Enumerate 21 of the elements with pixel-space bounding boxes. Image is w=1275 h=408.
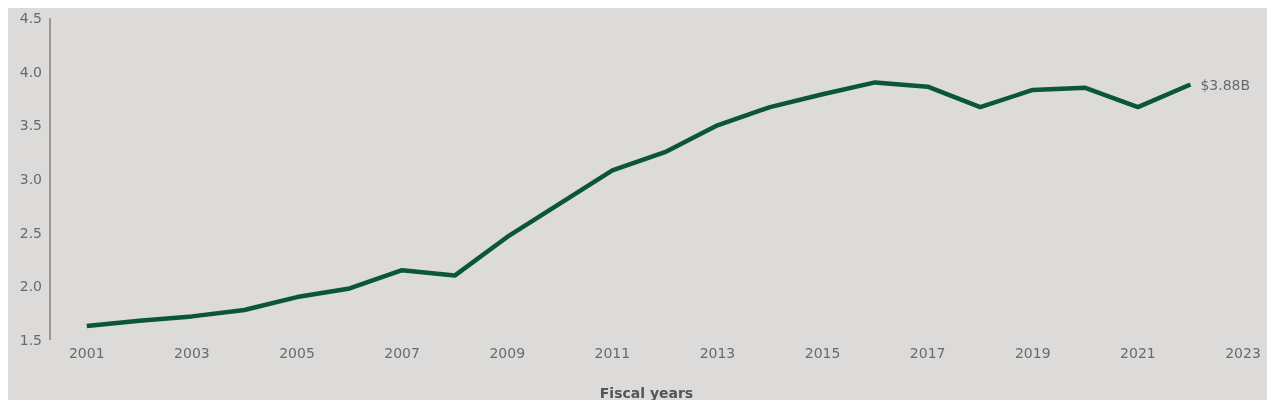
x-tick-label: 2011 <box>594 344 631 361</box>
x-tick-label: 2017 <box>909 344 946 361</box>
x-tick-label: 2001 <box>68 344 105 361</box>
x-tick-label: 2003 <box>174 344 210 361</box>
y-tick-label: 4.5 <box>19 9 42 26</box>
x-tick-label: 2013 <box>699 344 736 361</box>
y-tick-label: 2.0 <box>19 278 42 295</box>
y-tick-label: 3.0 <box>19 170 42 187</box>
y-tick-label: 2.5 <box>19 224 42 241</box>
x-tick-label: 2023 <box>1225 344 1261 361</box>
x-tick-label: 2009 <box>489 344 526 361</box>
x-tick-label: 2007 <box>384 344 420 361</box>
annotation: $3.88B <box>1200 76 1251 93</box>
line-series <box>84 80 1193 329</box>
x-tick-label: 2019 <box>1014 344 1051 361</box>
y-tick-label: 1.5 <box>19 331 42 348</box>
x-tick-label: 2021 <box>1120 344 1156 361</box>
x-tick-label: 2015 <box>804 344 841 361</box>
x-tick-label: 2005 <box>279 344 315 361</box>
y-tick-label: 3.5 <box>19 117 42 134</box>
y-tick-label: 4.0 <box>19 63 42 80</box>
